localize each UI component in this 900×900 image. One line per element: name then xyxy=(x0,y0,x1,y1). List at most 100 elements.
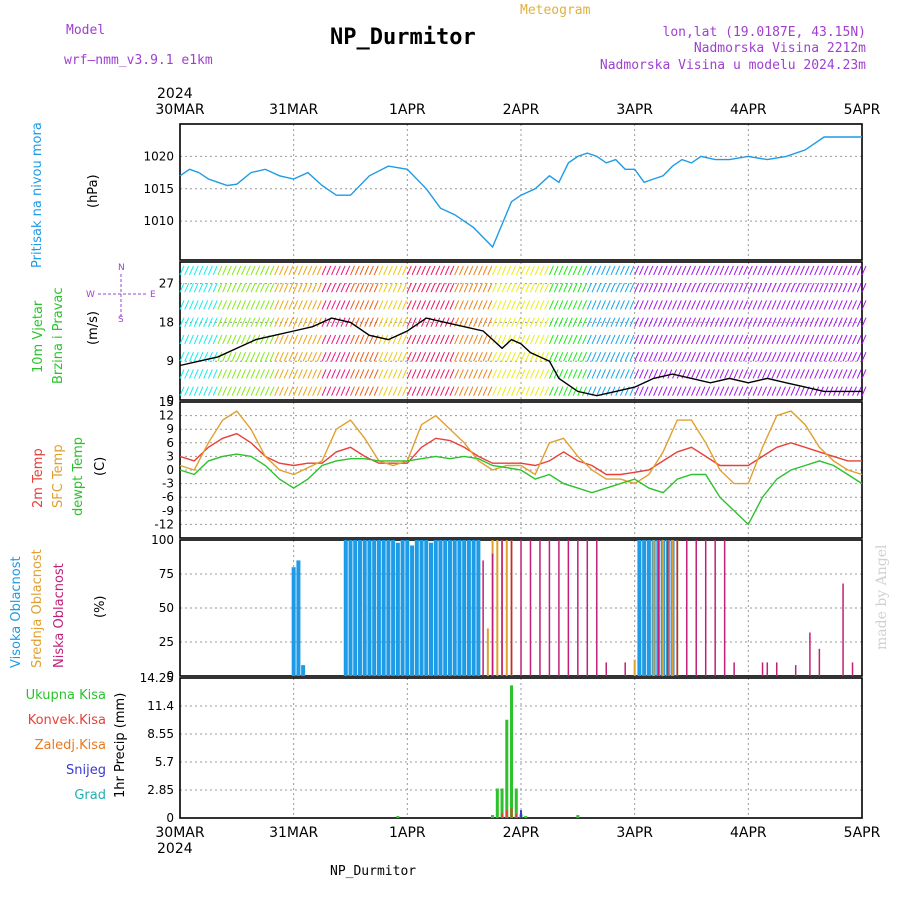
wind-barb xyxy=(586,369,592,379)
precip-total-bar xyxy=(495,788,499,818)
wind-barb xyxy=(307,282,313,293)
wind-barb xyxy=(444,334,450,345)
wind-barb xyxy=(662,334,668,345)
wind-barb xyxy=(274,265,280,276)
wind-barb xyxy=(563,386,569,396)
y-tick-label: 0 xyxy=(166,463,174,477)
wind-barb xyxy=(833,369,839,379)
wind-barb xyxy=(449,317,455,327)
wind-barb xyxy=(321,386,327,396)
wind-barb xyxy=(477,386,483,396)
wind-barb xyxy=(241,351,247,362)
wind-barb xyxy=(743,282,749,293)
wind-barb xyxy=(525,386,531,396)
wind-barb xyxy=(387,282,393,293)
wind-barb xyxy=(563,265,569,276)
wind-barb xyxy=(468,369,474,379)
wind-barb xyxy=(359,317,365,327)
wind-barb xyxy=(440,369,445,379)
wind-barb xyxy=(719,317,725,327)
wind-barb xyxy=(236,386,242,396)
wind-barb xyxy=(582,282,588,293)
dewpt-label: dewpt Temp xyxy=(71,437,86,516)
wind-barb xyxy=(207,334,213,345)
wind-barb xyxy=(458,300,464,310)
wind-barb xyxy=(184,369,190,379)
wind-barb xyxy=(842,369,848,379)
wind-barb xyxy=(563,317,569,327)
high-cloud-bar xyxy=(400,540,405,676)
wind-barb xyxy=(387,369,393,379)
wind-barb xyxy=(487,369,493,379)
wind-barb xyxy=(421,334,426,345)
wind-barb xyxy=(799,351,805,362)
wind-barb xyxy=(596,334,602,345)
wind-barb xyxy=(392,369,398,379)
wind-barb xyxy=(814,369,820,379)
wind-barb xyxy=(473,300,479,310)
wind-barb xyxy=(198,334,204,345)
wind-barb xyxy=(368,351,374,362)
low-cloud-bar xyxy=(548,540,551,676)
high-cloud-bar xyxy=(447,540,452,676)
wind-barb xyxy=(482,265,488,276)
wind-barb xyxy=(544,369,550,379)
wind-barb xyxy=(515,369,521,379)
low-cloud-bar xyxy=(676,540,679,676)
wind-barb xyxy=(515,317,521,327)
high-cloud-bar xyxy=(462,540,467,676)
wind-barb xyxy=(335,265,341,276)
wind-barb xyxy=(477,282,483,293)
wind-barb xyxy=(563,351,569,362)
precip-total-bar xyxy=(491,815,495,818)
wind-barb xyxy=(496,300,502,310)
wind-barb xyxy=(757,265,763,276)
wind-barb xyxy=(847,334,853,345)
wind-barb xyxy=(179,369,185,379)
wind-barb xyxy=(648,334,654,345)
wind-barb xyxy=(795,282,801,293)
precip-total-label: Ukupna Kisa xyxy=(26,688,106,703)
y-tick-label: 0 xyxy=(166,669,174,683)
wind-barb xyxy=(776,265,782,276)
wind-barb xyxy=(368,300,374,310)
wind-barb xyxy=(449,369,455,379)
wind-barb xyxy=(577,369,583,379)
wind-barb xyxy=(411,351,417,362)
wind-barb xyxy=(804,351,810,362)
wind-barb xyxy=(804,334,810,345)
temp-unit: (C) xyxy=(93,457,108,476)
wind-barb xyxy=(269,369,275,379)
wind-barb xyxy=(226,265,232,276)
wind-barb xyxy=(781,265,786,276)
wind-barb xyxy=(766,317,772,327)
year-top: 2024 xyxy=(157,86,193,102)
wind-barb xyxy=(515,386,521,396)
wind-barb xyxy=(264,265,270,276)
wind-barb xyxy=(738,317,744,327)
wind-barb xyxy=(421,369,426,379)
wind-barb xyxy=(255,282,261,293)
wind-barb xyxy=(771,351,777,362)
wind-barb xyxy=(700,351,706,362)
wind-barb xyxy=(766,265,772,276)
wind-barb xyxy=(799,300,805,310)
low-cloud-bar xyxy=(667,540,669,676)
wind-barb xyxy=(193,317,199,327)
wind-barb xyxy=(274,369,280,379)
low-cloud-bar xyxy=(818,648,821,676)
wind-barb xyxy=(269,300,275,310)
wind-barb xyxy=(544,317,550,327)
wind-barb xyxy=(264,386,270,396)
wind-barb xyxy=(672,334,678,345)
meteogram-label: Meteogram xyxy=(520,3,591,18)
low-cloud-bar xyxy=(491,553,494,676)
wind-barb xyxy=(430,351,436,362)
wind-barb xyxy=(847,317,853,327)
wind-barb xyxy=(368,369,374,379)
wind-barb xyxy=(615,317,621,327)
wind-barb xyxy=(492,386,498,396)
wind-barb xyxy=(312,300,318,310)
wind-barb xyxy=(501,265,507,276)
wind-barb xyxy=(179,300,185,310)
